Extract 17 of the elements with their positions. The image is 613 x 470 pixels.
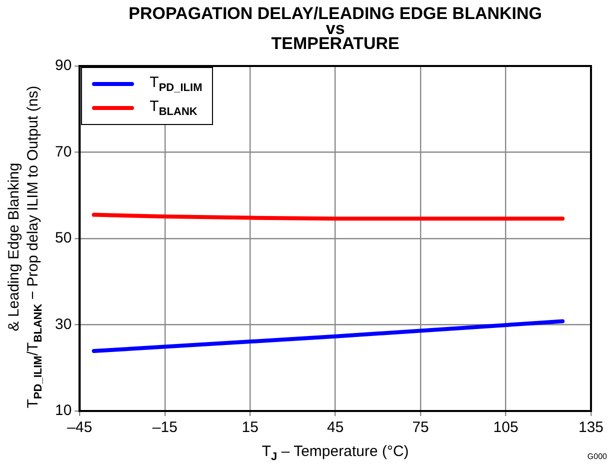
y-tick-label: 70 bbox=[54, 143, 72, 160]
x-tick-label: 45 bbox=[327, 419, 344, 436]
x-tick-label: –15 bbox=[152, 419, 178, 436]
x-tick-label: 105 bbox=[493, 419, 518, 436]
x-tick-label: 15 bbox=[242, 419, 258, 436]
x-tick-label: 135 bbox=[578, 419, 604, 436]
x-tick-label: –45 bbox=[67, 419, 92, 436]
y-tick-label: 50 bbox=[54, 230, 72, 247]
legend-label: T$_{PD_ILIM}$ bbox=[150, 74, 202, 94]
y-tick-label: 10 bbox=[54, 402, 72, 420]
y-tick-label: 90 bbox=[54, 57, 72, 74]
y-tick-label: 30 bbox=[54, 316, 72, 333]
chart-title: PROPAGATION DELAY/LEADING EDGE BLANKING vs TEMPERATURE bbox=[128, 4, 544, 53]
legend-label: T$_{BLANK}$ bbox=[150, 98, 198, 118]
text: G000 bbox=[587, 452, 607, 461]
x-tick-label: 75 bbox=[412, 419, 429, 436]
x-axis-title: T$_{J}$ – Temperature (°C) bbox=[262, 443, 409, 463]
